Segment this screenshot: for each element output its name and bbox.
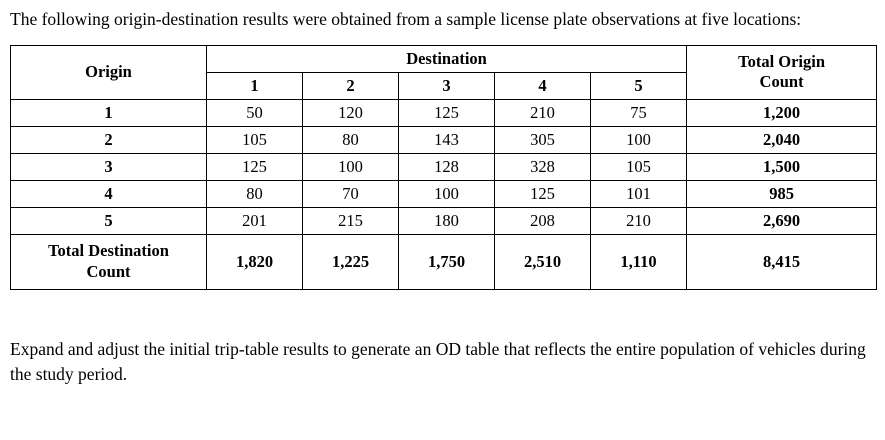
row-total-cell: 2,690	[686, 206, 878, 235]
od-cell: 105	[589, 152, 688, 181]
table-row-origin-4: 4 80 70 100 125 101 985	[10, 179, 878, 208]
origin-label: 2	[10, 125, 207, 154]
od-cell: 120	[302, 98, 399, 127]
table-row-origin-5: 5 201 215 180 208 210 2,690	[10, 206, 878, 235]
od-table: Origin Destination Total Origin Count 1 …	[10, 44, 878, 290]
od-cell: 100	[398, 179, 495, 208]
od-cell: 105	[206, 125, 303, 154]
od-cell: 201	[206, 206, 303, 235]
origin-label: 4	[10, 179, 207, 208]
od-cell: 208	[494, 206, 591, 235]
dest-total-cell: 1,225	[302, 233, 399, 290]
total-destination-row: Total Destination Count 1,820 1,225 1,75…	[10, 233, 878, 290]
od-cell: 305	[494, 125, 591, 154]
table-row-origin-2: 2 105 80 143 305 100 2,040	[10, 125, 878, 154]
dest-col-header-4: 4	[494, 71, 591, 100]
dest-total-cell: 1,820	[206, 233, 303, 290]
od-cell: 210	[494, 98, 591, 127]
dest-col-header-1: 1	[206, 71, 303, 100]
od-cell: 128	[398, 152, 495, 181]
od-cell: 125	[398, 98, 495, 127]
header-row-top: Origin Destination Total Origin Count	[10, 44, 878, 100]
od-cell: 50	[206, 98, 303, 127]
dest-total-cell: 2,510	[494, 233, 591, 290]
od-cell: 180	[398, 206, 495, 235]
instruction-paragraph: Expand and adjust the initial trip-table…	[10, 338, 866, 384]
origin-label: 5	[10, 206, 207, 235]
row-total-cell: 1,500	[686, 152, 878, 181]
dest-col-header-3: 3	[398, 71, 495, 100]
total-destination-label: Total Destination Count	[10, 233, 207, 290]
total-destination-label-line2: Count	[86, 261, 131, 281]
origin-label: 3	[10, 152, 207, 181]
grand-total-cell: 8,415	[686, 233, 878, 290]
total-origin-header-line2: Count	[759, 72, 804, 92]
od-cell: 210	[589, 206, 688, 235]
od-cell: 101	[589, 179, 688, 208]
origin-label: 1	[10, 98, 207, 127]
od-cell: 125	[206, 152, 303, 181]
table-row-origin-3: 3 125 100 128 328 105 1,500	[10, 152, 878, 181]
dest-col-header-5: 5	[589, 71, 688, 100]
header-row-destinations: 1 2 3 4 5	[11, 71, 877, 100]
row-total-cell: 1,200	[686, 98, 878, 127]
od-cell: 70	[302, 179, 399, 208]
od-cell: 80	[206, 179, 303, 208]
od-cell: 100	[589, 125, 688, 154]
table-row-origin-1: 1 50 120 125 210 75 1,200	[10, 98, 878, 127]
od-cell: 100	[302, 152, 399, 181]
od-cell: 125	[494, 179, 591, 208]
od-cell: 143	[398, 125, 495, 154]
document-page: The following origin-destination results…	[10, 9, 878, 384]
origin-header: Origin	[10, 44, 207, 100]
od-cell: 215	[302, 206, 399, 235]
row-total-cell: 985	[686, 179, 878, 208]
destination-header: Destination	[205, 44, 688, 73]
dest-col-header-2: 2	[302, 71, 399, 100]
od-cell: 80	[302, 125, 399, 154]
total-origin-header-line1: Total Origin	[738, 51, 826, 71]
od-cell: 328	[494, 152, 591, 181]
total-destination-label-line1: Total Destination	[48, 241, 169, 261]
dest-total-cell: 1,750	[398, 233, 495, 290]
intro-paragraph: The following origin-destination results…	[10, 9, 802, 29]
total-origin-header: Total Origin Count	[686, 44, 878, 100]
od-cell: 75	[589, 98, 688, 127]
row-total-cell: 2,040	[686, 125, 878, 154]
dest-total-cell: 1,110	[589, 233, 688, 290]
